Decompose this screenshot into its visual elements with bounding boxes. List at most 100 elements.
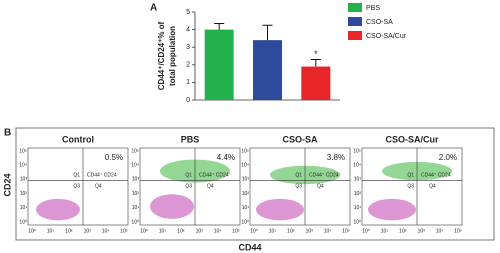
x-tick-label: 10² <box>399 228 407 234</box>
y-tick-label: 10³ <box>242 177 250 183</box>
legend-label: PBS <box>366 5 380 12</box>
y-tick-label: 10⁵ <box>353 148 361 154</box>
plot-title: Control <box>62 134 94 144</box>
quadrant-label: Q1 <box>185 173 192 179</box>
quadrant-label: Q4 <box>95 184 102 190</box>
plot-frame <box>249 147 351 226</box>
y-tick-label: 10⁰ <box>241 219 249 225</box>
y-tick-label: 10³ <box>132 177 140 183</box>
x-tick-label: 10⁴ <box>324 228 332 234</box>
error-bar <box>262 24 273 41</box>
y-tick-label: 10¹ <box>242 205 250 211</box>
error-bar <box>310 59 321 67</box>
percent-label: 0.5% <box>105 153 123 162</box>
y-tick-label: 5 <box>186 9 190 16</box>
bar <box>204 29 234 101</box>
y-axis-label: CD44⁺/CD24⁺% of <box>157 21 166 90</box>
gate-label: CD44⁺ CD24⁻ <box>87 173 120 179</box>
quadrant-label: Q3 <box>407 184 414 190</box>
x-tick-label: 10¹ <box>269 228 277 234</box>
x-tick-label: 10⁴ <box>436 228 444 234</box>
y-tick-label: 3 <box>186 44 190 51</box>
x-axis-label: CD44 <box>238 242 261 252</box>
x-tick-label: 10⁰ <box>140 228 148 234</box>
x-tick-label: 10³ <box>196 228 204 234</box>
y-tick-label: 10¹ <box>354 205 362 211</box>
x-tick-label: 10³ <box>418 228 426 234</box>
legend-label: CSO-SA/Cur <box>366 33 407 40</box>
y-tick-label: 10² <box>354 191 362 197</box>
x-tick-label: 10⁴ <box>214 228 222 234</box>
y-tick-label: 4 <box>186 26 190 33</box>
x-tick-label: 10⁴ <box>102 228 110 234</box>
quadrant-label: Q4 <box>317 184 324 190</box>
y-tick-label: 10⁰ <box>19 219 27 225</box>
panel-frame <box>15 127 495 241</box>
x-tick-label: 10⁰ <box>362 228 370 234</box>
x-tick-label: 10² <box>177 228 185 234</box>
y-axis-label: total population <box>168 26 177 86</box>
y-tick-label: 10⁵ <box>131 148 139 154</box>
percent-label: 3.8% <box>327 153 345 162</box>
quadrant-label: Q4 <box>429 184 436 190</box>
bar <box>253 40 282 100</box>
x-tick-label: 10¹ <box>47 228 55 234</box>
cell-cloud <box>150 194 194 219</box>
y-tick-label: 2 <box>186 62 190 69</box>
legend-swatch <box>348 3 362 12</box>
panel-label: A <box>150 3 157 14</box>
y-tick-label: 10¹ <box>20 205 28 211</box>
percent-label: 4.4% <box>217 153 235 162</box>
quadrant-label: Q1 <box>407 173 414 179</box>
quadrant-label: Q3 <box>73 184 80 190</box>
quadrant-label: Q3 <box>185 184 192 190</box>
y-tick-label: 10⁴ <box>353 163 361 169</box>
y-tick-label: 10⁵ <box>19 148 27 154</box>
plot-title: CSO-SA <box>282 134 318 144</box>
error-bar <box>214 22 225 30</box>
legend-swatch <box>348 31 362 40</box>
x-tick-label: 10² <box>65 228 73 234</box>
gate-label: CD44⁺ CD24⁻ <box>421 173 454 179</box>
y-tick-label: 10⁴ <box>131 163 139 169</box>
x-tick-label: 10⁵ <box>120 228 128 234</box>
x-tick-label: 10⁵ <box>232 228 240 234</box>
gate-label: CD44⁺ CD24⁻ <box>199 173 232 179</box>
x-tick-label: 10³ <box>84 228 92 234</box>
percent-label: 2.0% <box>439 153 457 162</box>
annotation: * <box>314 49 318 59</box>
bar <box>301 66 331 100</box>
y-tick-label: 10³ <box>20 177 28 183</box>
y-tick-label: 10⁰ <box>131 219 139 225</box>
quadrant-label: Q1 <box>295 173 302 179</box>
x-tick-label: 10¹ <box>381 228 389 234</box>
y-tick-label: 10⁵ <box>241 148 249 154</box>
x-tick-label: 10⁵ <box>342 228 350 234</box>
cell-cloud <box>368 198 416 221</box>
quadrant-label: Q4 <box>207 184 214 190</box>
plot-frame <box>361 147 463 226</box>
x-tick-label: 10¹ <box>159 228 167 234</box>
y-tick-label: 10⁴ <box>19 163 27 169</box>
y-tick-label: 10³ <box>354 177 362 183</box>
y-tick-label: 0 <box>186 97 190 104</box>
legend-swatch <box>348 17 362 26</box>
x-tick-label: 10⁰ <box>250 228 258 234</box>
y-tick-label: 10¹ <box>132 205 140 211</box>
quadrant-label: Q1 <box>73 173 80 179</box>
quadrant-label: Q3 <box>295 184 302 190</box>
cell-cloud <box>36 198 80 221</box>
gate-label: CD44⁺ CD24⁻ <box>309 173 342 179</box>
legend-label: CSO-SA <box>366 19 393 26</box>
y-tick-label: 10² <box>132 191 140 197</box>
y-tick-label: 10² <box>20 191 28 197</box>
y-tick-label: 1 <box>186 79 190 86</box>
panel-label: B <box>4 128 11 139</box>
y-tick-label: 10⁴ <box>241 163 249 169</box>
x-tick-label: 10² <box>287 228 295 234</box>
plot-title: PBS <box>181 134 200 144</box>
plot-frame <box>27 147 129 226</box>
plot-title: CSO-SA/Cur <box>385 134 439 144</box>
